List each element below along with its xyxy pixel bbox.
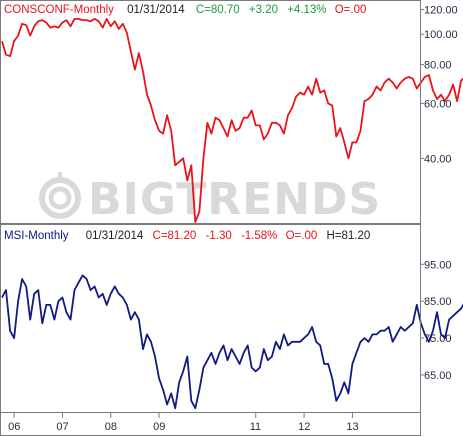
y-tick-label: 60.00 bbox=[424, 98, 452, 110]
x-tick-label: 08 bbox=[105, 421, 117, 433]
msi-close: C=81.20 bbox=[153, 230, 197, 242]
y-tick-label: 80.00 bbox=[424, 59, 452, 71]
y-tick-label: 75.00 bbox=[424, 333, 452, 345]
msi-y-axis: 95.00 85.00 75.00 65.00 bbox=[420, 259, 452, 382]
consconf-close: C=80.70 bbox=[196, 4, 240, 16]
msi-percent: -1.58% bbox=[241, 230, 277, 242]
consconf-header: CONSCONF-Monthly 01/31/2014 C=80.70 +3.2… bbox=[4, 4, 366, 16]
consconf-line bbox=[1, 18, 463, 223]
x-tick-label: 12 bbox=[298, 421, 310, 433]
x-tick-label: 07 bbox=[56, 421, 68, 433]
y-tick-label: 100.00 bbox=[424, 29, 458, 41]
msi-symbol: MSI-Monthly bbox=[4, 230, 69, 242]
consconf-date: 01/31/2014 bbox=[127, 4, 185, 16]
consconf-panel-border bbox=[0, 0, 421, 224]
x-tick-label: 09 bbox=[153, 421, 165, 433]
msi-header: MSI-Monthly 01/31/2014 C=81.20 -1.30 -1.… bbox=[4, 230, 370, 242]
y-tick-label: 65.00 bbox=[424, 370, 452, 382]
x-tick-label: 06 bbox=[8, 421, 20, 433]
watermark-text: BIGTRENDS bbox=[88, 174, 381, 225]
msi-panel: 95.00 85.00 75.00 65.00 MSI-Monthly 01/31/2… bbox=[0, 224, 463, 413]
compass-ring-icon bbox=[39, 172, 81, 219]
msi-change: -1.30 bbox=[206, 230, 232, 242]
watermark: BIGTRENDS bbox=[39, 172, 381, 225]
y-tick-label: 120.00 bbox=[424, 5, 458, 17]
consconf-panel: 120.00 100.00 80.00 60.00 40.00 CONSCONF-Mon… bbox=[0, 0, 463, 224]
consconf-open: O=.00 bbox=[335, 4, 367, 16]
x-axis: 06 07 08 09 11 12 13 bbox=[0, 412, 421, 436]
msi-line bbox=[1, 274, 463, 410]
msi-open: O=.00 bbox=[286, 230, 318, 242]
y-tick-label: 95.00 bbox=[424, 259, 452, 271]
msi-high: H=81.20 bbox=[326, 230, 370, 242]
consconf-percent: +4.13% bbox=[287, 4, 326, 16]
consconf-symbol: CONSCONF-Monthly bbox=[4, 4, 114, 16]
x-tick-label: 13 bbox=[346, 421, 358, 433]
y-tick-label: 85.00 bbox=[424, 296, 452, 308]
x-axis-ticks: 06 07 08 09 11 12 13 bbox=[8, 413, 359, 433]
consconf-change: +3.20 bbox=[249, 4, 278, 16]
x-tick-label: 11 bbox=[250, 421, 261, 433]
y-tick-label: 40.00 bbox=[424, 153, 452, 165]
msi-date: 01/31/2014 bbox=[86, 230, 144, 242]
